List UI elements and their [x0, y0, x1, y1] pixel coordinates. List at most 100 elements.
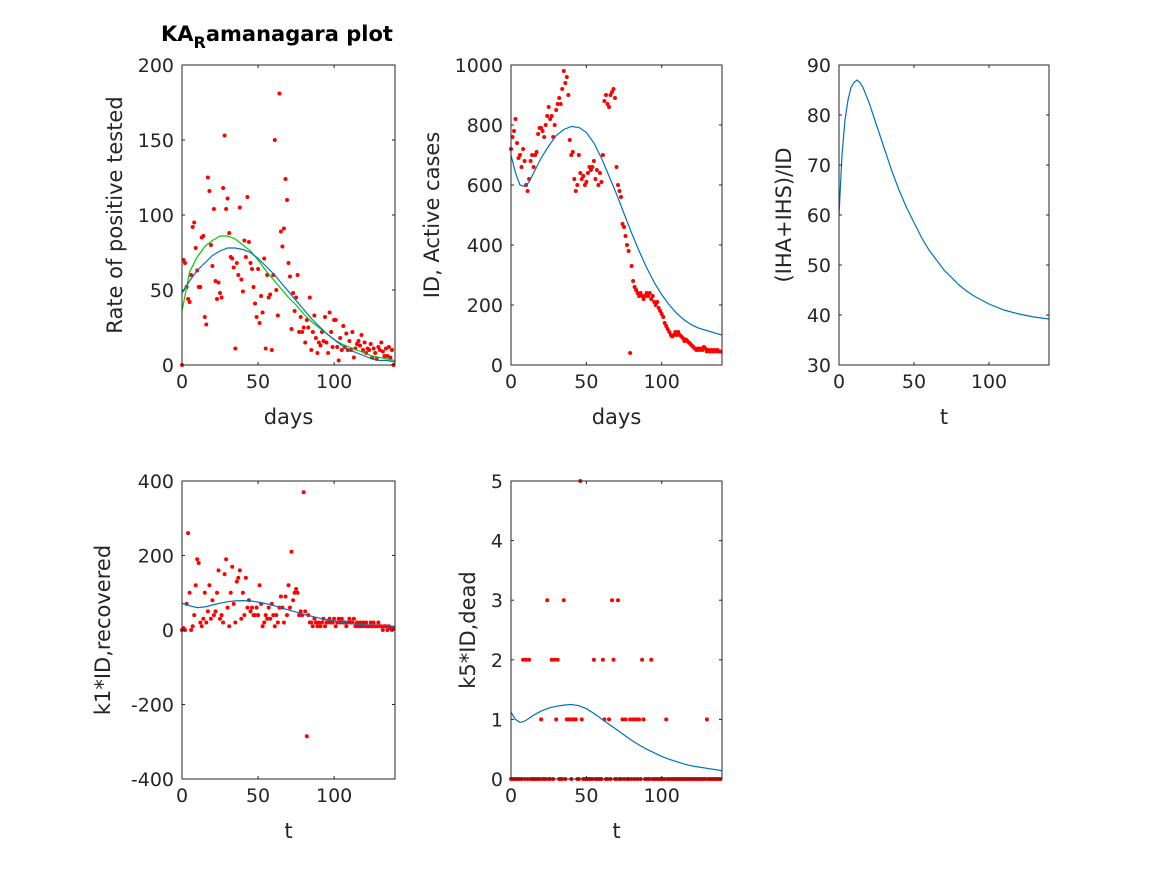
- y-tick-label: 800: [467, 115, 503, 137]
- data-point: [236, 273, 241, 277]
- data-point: [211, 207, 216, 211]
- data-point: [540, 129, 545, 133]
- x-tick-label: 0: [505, 371, 517, 393]
- data-point: [623, 717, 628, 722]
- data-point: [567, 717, 572, 722]
- fit-curve-3: [182, 247, 395, 363]
- data-point: [385, 628, 390, 632]
- data-point: [700, 348, 705, 352]
- data-point: [649, 297, 654, 301]
- data-point: [327, 310, 332, 315]
- data-point: [245, 195, 250, 199]
- data-point: [266, 295, 271, 300]
- data-point: [351, 355, 356, 360]
- data-point: [558, 102, 563, 106]
- data-point: [617, 189, 622, 193]
- data-point: [628, 351, 633, 355]
- data-point: [309, 348, 314, 352]
- fit-curve-2: [182, 235, 395, 362]
- data-point: [339, 616, 344, 621]
- data-point: [579, 717, 584, 722]
- data-points: [180, 490, 396, 739]
- data-point: [634, 717, 639, 722]
- data-point: [614, 165, 619, 169]
- data-point: [557, 96, 562, 100]
- data-point: [248, 261, 253, 265]
- data-point: [268, 292, 273, 297]
- data-point: [561, 598, 566, 603]
- data-point: [228, 590, 233, 595]
- data-point: [230, 564, 235, 569]
- data-point: [658, 309, 663, 313]
- data-point: [607, 717, 611, 722]
- data-point: [240, 590, 245, 595]
- data-point: [207, 583, 212, 588]
- data-point: [355, 342, 359, 346]
- data-point: [280, 244, 285, 249]
- y-tick-label: 5: [491, 471, 503, 493]
- data-point: [300, 330, 305, 334]
- y-tick-label: 3: [491, 590, 503, 612]
- data-point: [187, 300, 192, 304]
- data-point: [242, 238, 247, 243]
- data-point: [227, 624, 232, 629]
- data-point: [292, 590, 297, 595]
- data-point: [605, 102, 610, 106]
- data-point: [661, 315, 666, 319]
- data-point: [629, 264, 634, 268]
- data-point: [539, 126, 544, 130]
- data-point: [641, 297, 646, 301]
- data-point: [310, 330, 315, 334]
- data-point: [187, 590, 192, 595]
- x-tick-label: 100: [644, 785, 680, 807]
- y-tick-label: 4: [491, 531, 503, 553]
- y-tick-label: 40: [807, 305, 831, 327]
- data-point: [602, 99, 607, 103]
- data-point: [201, 616, 206, 621]
- data-point: [664, 717, 669, 722]
- data-point: [564, 75, 569, 79]
- data-point: [704, 717, 709, 722]
- data-point: [512, 129, 516, 133]
- data-point: [205, 609, 210, 614]
- data-point: [268, 616, 273, 621]
- fit-curve-2: [511, 125, 722, 336]
- y-tick-label: 1000: [455, 55, 503, 77]
- data-point: [243, 255, 248, 259]
- data-point: [548, 117, 553, 121]
- data-point: [326, 351, 331, 355]
- data-point: [620, 222, 625, 226]
- data-point: [578, 171, 583, 175]
- data-point: [643, 294, 648, 298]
- data-point: [650, 294, 655, 298]
- data-point: [250, 267, 254, 271]
- data-point: [525, 189, 530, 193]
- x-tick-label: 50: [574, 785, 598, 807]
- y-tick-label: 600: [467, 175, 503, 197]
- data-point: [303, 340, 308, 345]
- data-point: [286, 261, 291, 265]
- data-point: [665, 327, 670, 331]
- data-point: [635, 291, 640, 295]
- data-point: [183, 261, 187, 265]
- data-point: [278, 229, 283, 234]
- data-point: [361, 348, 365, 352]
- data-point: [285, 198, 289, 202]
- data-point: [207, 189, 212, 193]
- data-point: [588, 168, 593, 172]
- y-tick-label: 200: [467, 295, 503, 317]
- data-point: [304, 734, 309, 739]
- data-point: [631, 279, 636, 283]
- data-point: [307, 295, 312, 300]
- data-point: [315, 351, 320, 355]
- data-point: [219, 613, 224, 618]
- data-point: [225, 605, 230, 610]
- data-point: [190, 225, 195, 229]
- data-point: [316, 340, 321, 345]
- data-point: [560, 87, 565, 91]
- y-axis-label: Rate of positive tested: [103, 96, 127, 333]
- y-tick-label: 200: [138, 546, 174, 568]
- data-point: [576, 153, 581, 157]
- data-point: [313, 620, 318, 625]
- data-point: [297, 613, 302, 618]
